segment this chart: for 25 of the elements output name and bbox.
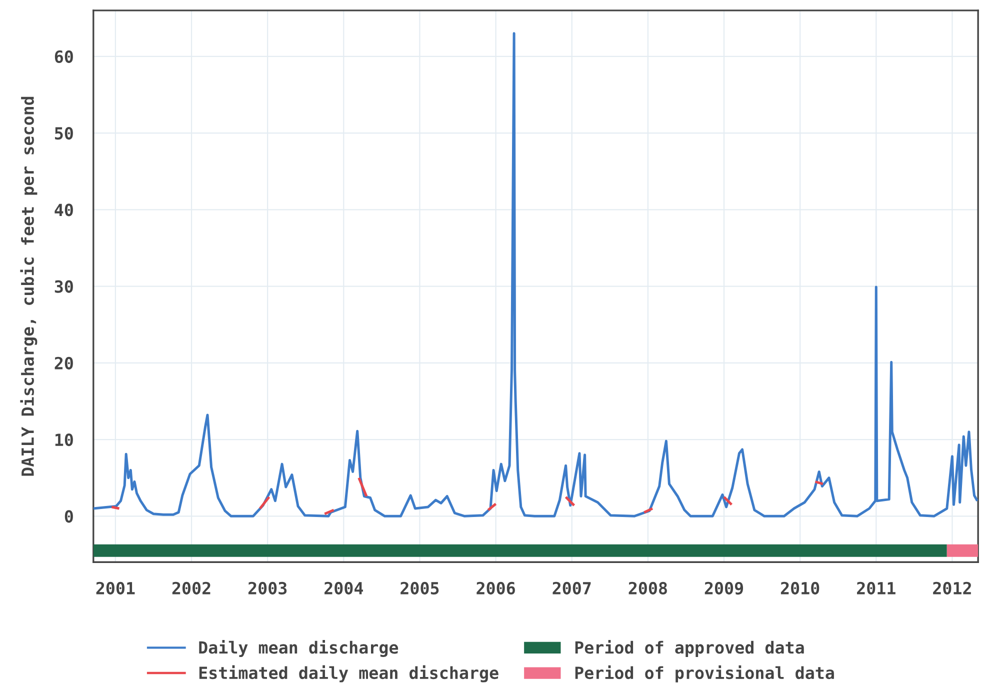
legend-label: Period of provisional data [575, 665, 834, 682]
x-tick-label: 2007 [552, 582, 591, 594]
line-series [93, 32, 978, 518]
y-tick-label: 10 [55, 433, 73, 446]
y-axis-title: DAILY Discharge, cubic feet per second [20, 96, 38, 476]
x-tick-label: 2005 [400, 582, 439, 594]
x-tick-label: 2002 [172, 582, 210, 594]
y-tick-label: 50 [55, 126, 73, 140]
legend-label: Estimated daily mean discharge [199, 665, 498, 682]
x-tick-label: 2003 [248, 582, 287, 594]
x-tick-label: 2008 [628, 582, 667, 594]
y-tick-label: 40 [54, 204, 73, 216]
x-tick-label: 2004 [324, 582, 363, 594]
x-tick-label: 2010 [780, 582, 820, 594]
legend-label: Period of approved data [575, 640, 804, 657]
legend-label: Daily mean discharge [199, 640, 398, 657]
y-tick-label: 30 [54, 280, 73, 293]
y-tick-label: 20 [54, 356, 73, 370]
x-tick-label: 2001 [96, 582, 135, 594]
y-tick-label: 0 [64, 510, 73, 523]
x-tick-label: 2011 [857, 582, 896, 594]
y-tick-label: 60 [54, 50, 73, 63]
x-tick-label: 2012 [933, 582, 971, 594]
x-tick-label: 2006 [476, 582, 515, 594]
x-tick-label: 2009 [704, 582, 744, 595]
